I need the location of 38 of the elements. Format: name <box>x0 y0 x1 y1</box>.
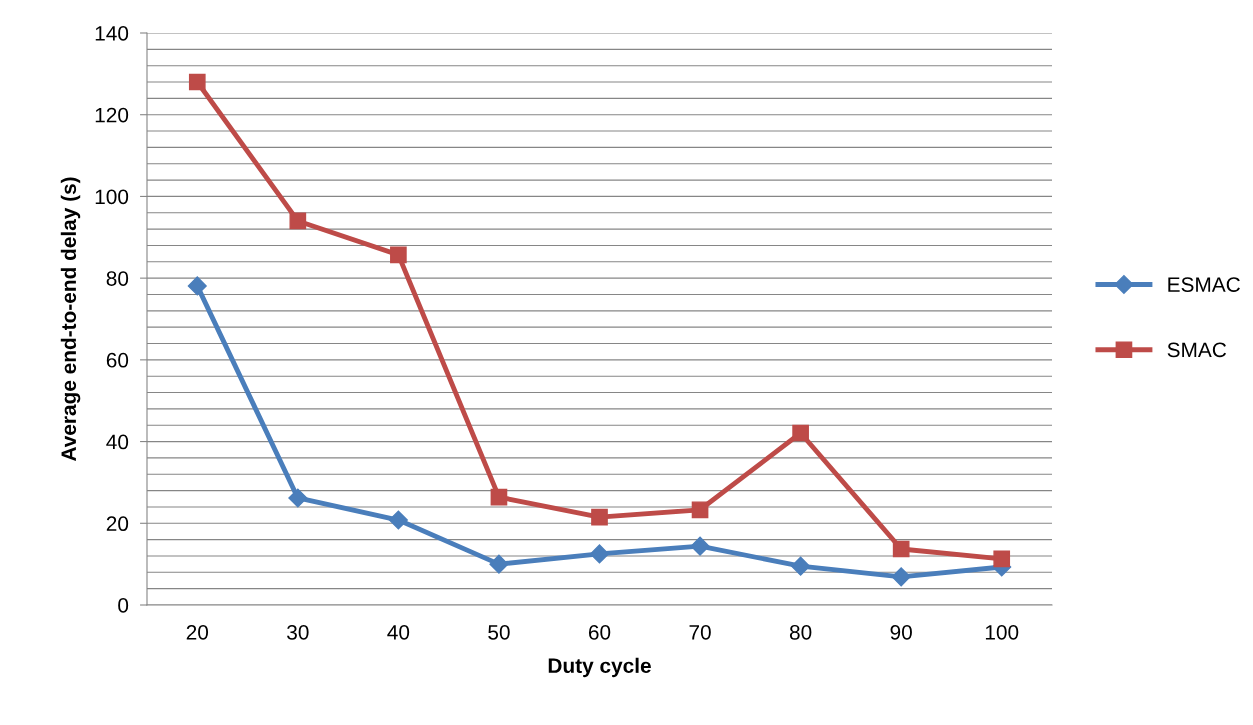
point <box>892 540 910 558</box>
x-tick-label: 90 <box>890 624 912 640</box>
point <box>388 510 408 530</box>
y-tick-label: 20 <box>106 516 129 532</box>
point <box>993 550 1011 568</box>
x-tick-label: 20 <box>186 624 209 640</box>
point <box>289 212 307 230</box>
legend-label: ESMAC <box>1168 277 1240 292</box>
y-tick-label: 0 <box>118 598 129 613</box>
point <box>288 488 308 508</box>
point <box>390 246 407 264</box>
x-tick-label: 30 <box>287 624 309 640</box>
y-tick-label: 40 <box>106 434 129 450</box>
x-axis-title: Duty cycle <box>548 657 651 678</box>
x-tick-label: 60 <box>588 624 611 640</box>
y-tick-label: 120 <box>95 107 129 123</box>
y-tick-label: 60 <box>106 352 129 368</box>
point <box>792 424 809 442</box>
point <box>591 508 608 526</box>
x-tick-label: 80 <box>789 624 812 640</box>
point <box>490 488 508 506</box>
point <box>690 536 710 556</box>
point <box>589 544 610 564</box>
y-tick-label: 100 <box>95 189 129 205</box>
x-tick-label: 50 <box>488 624 510 640</box>
x-tick-label: 70 <box>689 624 711 640</box>
legend-label: SMAC <box>1167 342 1227 358</box>
point <box>891 567 911 587</box>
point <box>187 276 207 296</box>
x-tick-label: 40 <box>387 624 410 640</box>
point <box>489 554 509 574</box>
y-tick-label: 140 <box>95 26 129 41</box>
y-axis-title: Average end-to-end delay (s) <box>60 177 81 462</box>
point <box>188 73 206 91</box>
y-tick-label: 80 <box>106 271 129 286</box>
point <box>691 501 709 519</box>
x-tick-label: 100 <box>985 624 1019 640</box>
point <box>791 556 811 576</box>
